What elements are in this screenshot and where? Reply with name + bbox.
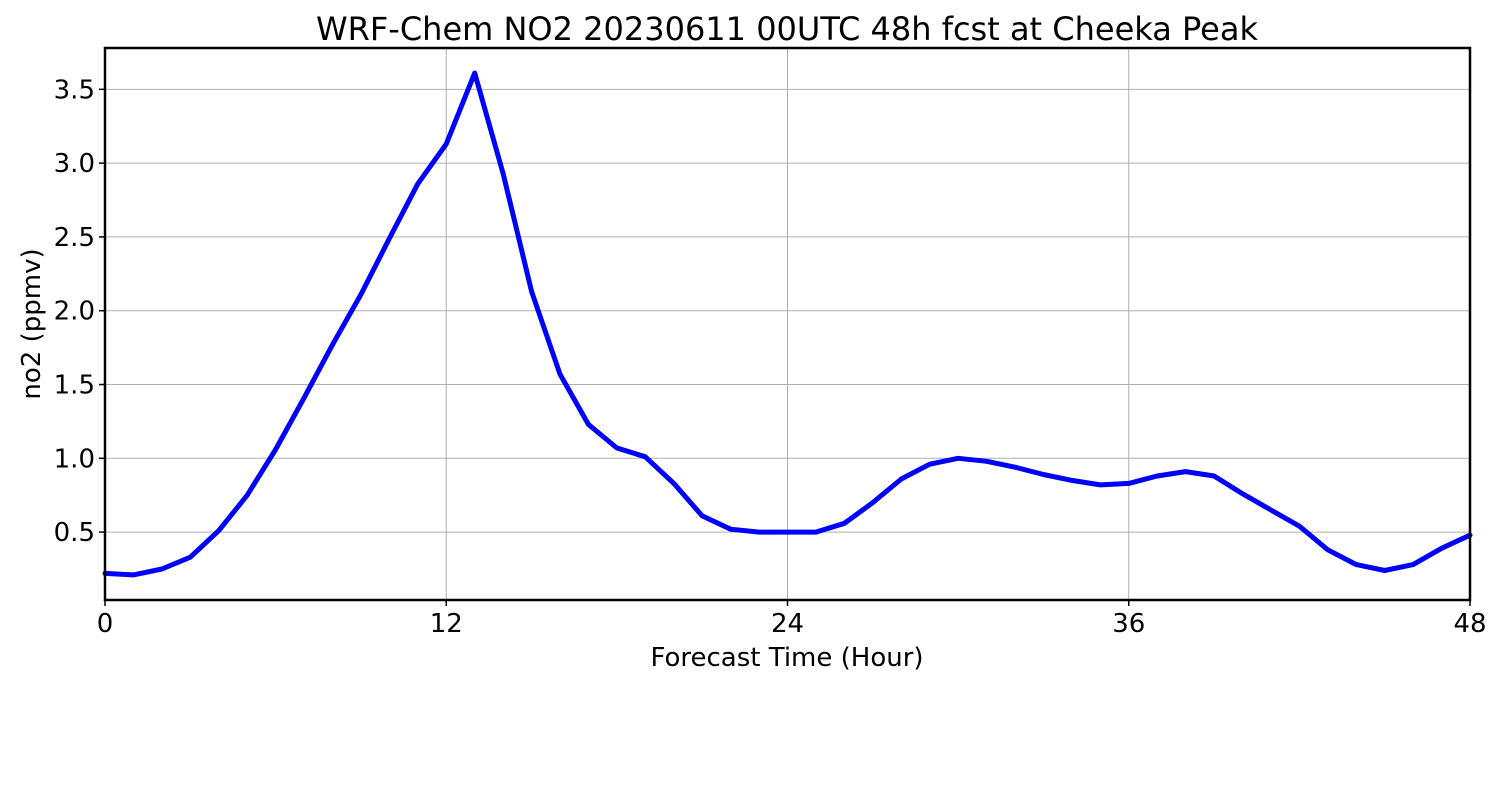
x-tick-label: 12 <box>430 609 463 639</box>
y-tick-label: 2.5 <box>54 223 95 253</box>
y-tick-label: 2.0 <box>54 297 95 327</box>
x-tick-label: 36 <box>1112 609 1145 639</box>
x-axis-ticks: 0 12 24 36 48 <box>97 600 1487 639</box>
x-axis-label: Forecast Time (Hour) <box>650 643 923 673</box>
x-tick-label: 48 <box>1453 609 1486 639</box>
y-axis-ticks: 0.5 1.0 1.5 2.0 2.5 3.0 3.5 <box>54 75 105 548</box>
series-layer <box>102 70 1473 578</box>
y-tick-label: 3.5 <box>54 75 95 105</box>
y-tick-label: 1.5 <box>54 371 95 401</box>
y-axis-label: no2 (ppmv) <box>17 248 47 399</box>
y-tick-label: 0.5 <box>54 518 95 548</box>
series-line <box>102 70 1473 578</box>
y-tick-label: 1.0 <box>54 444 95 474</box>
x-tick-label: 0 <box>97 609 114 639</box>
chart-title: WRF-Chem NO2 20230611 00UTC 48h fcst at … <box>316 10 1258 48</box>
y-tick-label: 3.0 <box>54 149 95 179</box>
x-tick-label: 24 <box>771 609 804 639</box>
